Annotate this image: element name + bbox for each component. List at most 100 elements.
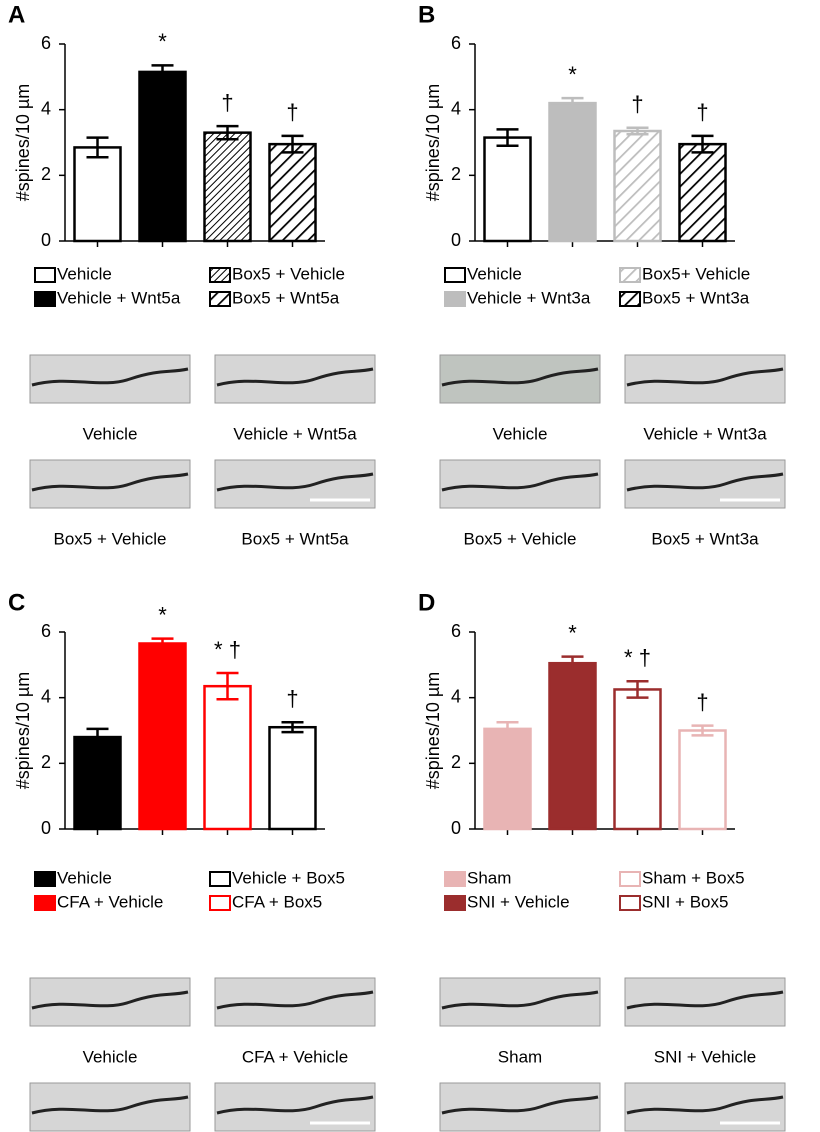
legend-label: Vehicle [467,264,522,283]
panel-label: A [8,1,25,28]
micrograph [29,977,191,1027]
bar [268,725,317,831]
legend-label: Vehicle + Wnt5a [57,288,181,307]
y-tick-label: 6 [451,621,461,641]
annotation: † [696,100,708,125]
bar [613,688,662,831]
annotation: * [568,620,577,645]
image-caption: CFA + Vehicle [242,1047,348,1066]
dendrite [216,1095,374,1115]
legend-swatch [619,267,641,283]
y-tick-label: 6 [41,621,51,641]
dendrite [216,472,374,492]
image-caption: Sham [498,1047,542,1066]
legend-label: SNI + Box5 [642,892,728,911]
image-caption: Box5 + Vehicle [464,529,577,548]
micrograph [439,1082,601,1132]
bar [73,735,122,831]
legend-swatch [619,291,641,307]
panel-label: B [418,1,435,28]
y-tick-label: 0 [451,230,461,250]
dendrite [216,367,374,387]
image-caption: Vehicle [493,424,548,443]
micrograph [29,459,191,509]
dendrite [441,472,599,492]
bar [268,142,317,243]
dendrite [441,367,599,387]
annotation: * † [624,645,651,670]
y-tick-label: 0 [41,230,51,250]
bar [613,129,662,243]
bar [203,131,252,243]
y-tick-label: 4 [41,98,51,118]
legend-label: Box5+ Vehicle [642,264,750,283]
legend-label: Box5 + Wnt3a [642,288,750,307]
bar [678,142,727,243]
legend-swatch [34,291,56,307]
y-axis-label: #spines/10 µm [423,672,443,789]
error-bar [151,64,174,80]
annotation: * [568,62,577,87]
bar [138,642,187,831]
dendrite [626,367,784,387]
bar [548,101,597,243]
legend-label: Vehicle + Box5 [232,868,345,887]
y-tick-label: 2 [451,164,461,184]
error-bar [216,671,239,701]
legend-swatch [619,895,641,911]
error-bar [281,134,304,154]
annotation: † [696,689,708,714]
micrograph [214,459,376,509]
dendrite [31,1095,189,1115]
bar [483,136,532,243]
micrograph [29,1082,191,1132]
annotation: † [631,92,643,117]
legend-swatch [444,267,466,283]
y-axis-label: #spines/10 µm [423,84,443,201]
annotation: * † [214,637,241,662]
legend-swatch [444,871,466,887]
bar [73,146,122,243]
panel-label: C [8,589,25,616]
error-bar [151,637,174,650]
y-axis-label: #spines/10 µm [13,84,33,201]
annotation: * [158,602,167,627]
image-caption: Box5 + Wnt3a [651,529,759,548]
error-bar [626,680,649,699]
legend-swatch [209,291,231,307]
bar [678,729,727,831]
dendrite [216,990,374,1010]
dendrite [31,367,189,387]
y-tick-label: 4 [451,686,461,706]
bar [483,727,532,831]
legend-swatch [444,291,466,307]
annotation: * [158,29,167,54]
legend-label: SNI + Vehicle [467,892,570,911]
y-tick-label: 4 [451,98,461,118]
micrograph [29,354,191,404]
image-caption: Box5 + Wnt5a [241,529,349,548]
error-bar [281,721,304,734]
annotation: † [286,100,298,125]
annotation: † [286,686,298,711]
micrograph [214,354,376,404]
micrograph [439,354,601,404]
bar [138,70,187,243]
error-bar [561,655,584,672]
error-bar [86,727,109,747]
legend-label: Vehicle + Wnt3a [467,288,591,307]
bar [203,684,252,831]
legend-label: Vehicle [57,868,112,887]
y-tick-label: 0 [41,818,51,838]
legend-label: Sham [467,868,511,887]
micrograph [214,977,376,1027]
error-bar [561,96,584,110]
image-caption: Vehicle + Wnt3a [643,424,767,443]
legend-label: CFA + Box5 [232,892,322,911]
dendrite [626,1095,784,1115]
image-caption: Vehicle [83,424,138,443]
error-bar [691,134,714,154]
dendrite [441,990,599,1010]
legend-label: Sham + Box5 [642,868,745,887]
y-tick-label: 6 [41,33,51,53]
